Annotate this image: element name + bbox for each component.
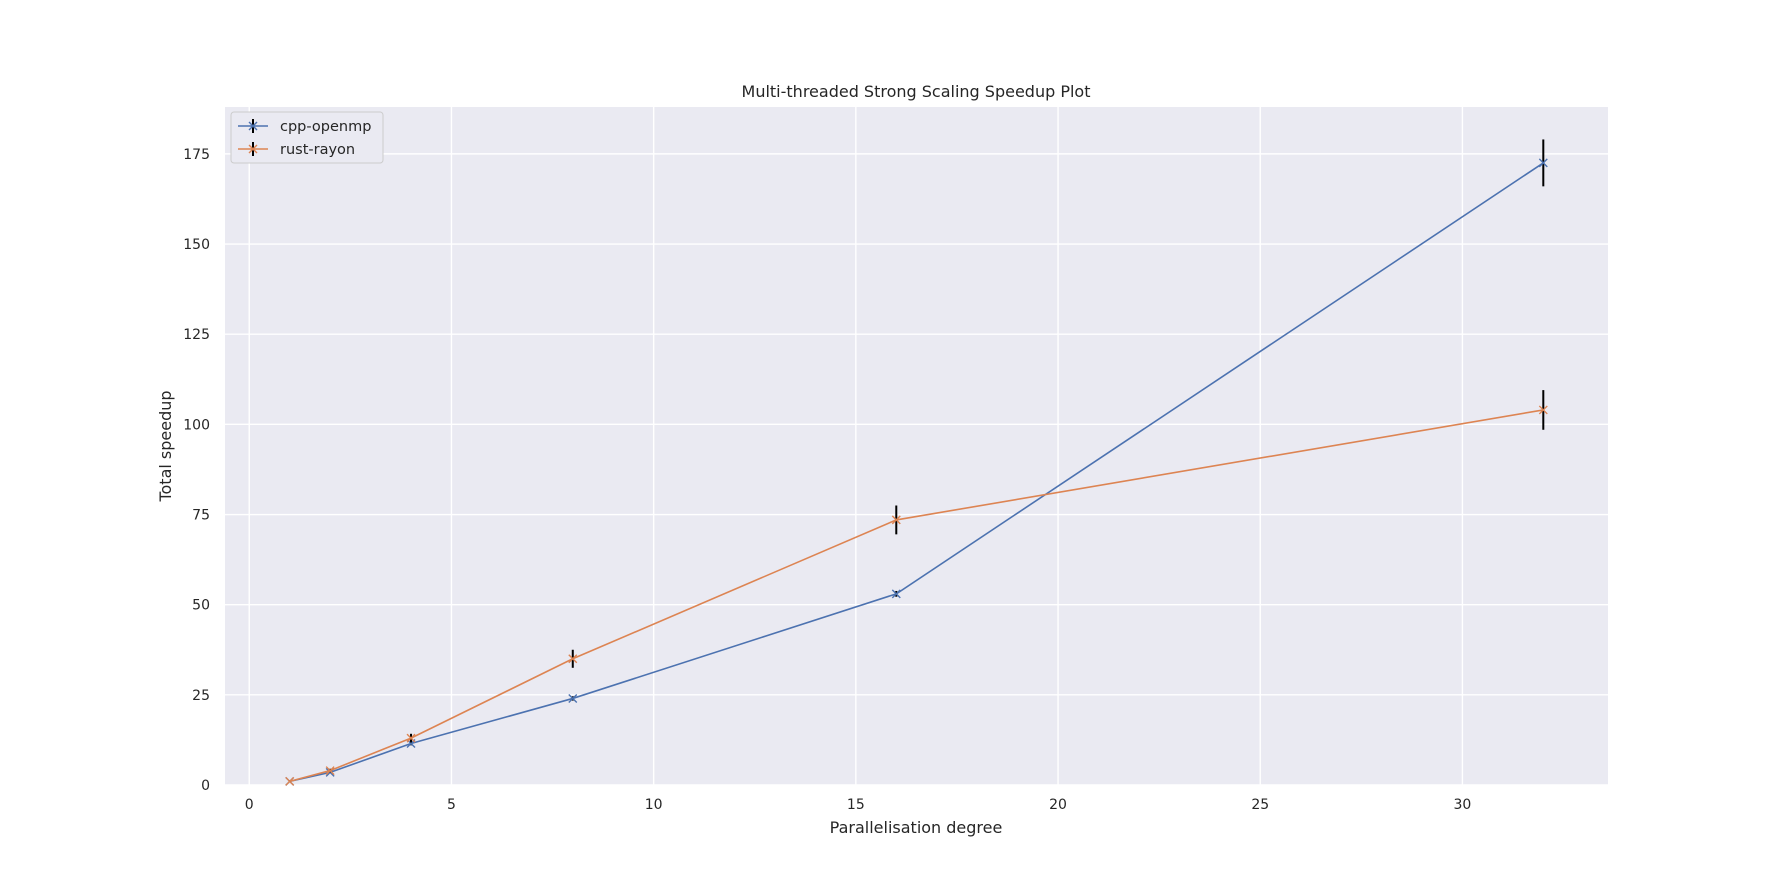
- marker-stroke: [891, 589, 901, 599]
- x-ticks: 0 5 10 15 20 25 30: [245, 797, 1472, 813]
- y-tick-label: 75: [192, 508, 210, 524]
- y-tick-label: 25: [192, 688, 210, 704]
- y-tick-label: 150: [183, 237, 210, 253]
- legend-marker: [248, 144, 258, 154]
- chart-title: Multi-threaded Strong Scaling Speedup Pl…: [742, 82, 1091, 101]
- y-axis-label: Total speedup: [156, 390, 175, 502]
- legend-box: [230, 111, 384, 164]
- x-tick-label: 30: [1454, 797, 1472, 813]
- marker-stroke: [1538, 158, 1548, 168]
- data-point: [1538, 405, 1548, 415]
- series-line: [289, 409, 1544, 783]
- data-point: [891, 515, 901, 525]
- data-point: [285, 776, 295, 786]
- marker-stroke: [568, 693, 578, 703]
- marker-stroke: [325, 766, 335, 776]
- legend-item: rust-rayon: [238, 142, 355, 158]
- data-point: [891, 589, 901, 599]
- legend-marker: [248, 121, 258, 131]
- legend-item: cpp-openmp: [238, 119, 371, 135]
- series-layer: [285, 139, 1548, 786]
- x-tick-label: 20: [1049, 797, 1067, 813]
- legend-label: cpp-openmp: [280, 119, 371, 135]
- grid: [225, 107, 1608, 786]
- x-tick-label: 0: [245, 797, 254, 813]
- marker-stroke: [568, 654, 578, 664]
- data-point: [568, 693, 578, 703]
- y-ticks: 0 25 50 75 100 125 150 175: [183, 147, 210, 794]
- marker-stroke: [891, 515, 901, 525]
- marker-stroke: [285, 776, 295, 786]
- data-point: [568, 654, 578, 664]
- plot-area: [225, 107, 1608, 785]
- data-point: [406, 733, 416, 743]
- x-tick-label: 15: [847, 797, 865, 813]
- x-axis-label: Parallelisation degree: [830, 818, 1003, 837]
- legend-label: rust-rayon: [280, 142, 355, 158]
- legend: cpp-openmp rust-rayon: [230, 111, 384, 164]
- marker-stroke: [406, 733, 416, 743]
- y-tick-label: 125: [183, 327, 210, 343]
- y-tick-label: 175: [183, 147, 210, 163]
- y-tick-label: 50: [192, 598, 210, 614]
- marker-stroke: [1538, 405, 1548, 415]
- x-tick-label: 5: [447, 797, 456, 813]
- series-rust-rayon: [285, 390, 1548, 786]
- y-tick-label: 0: [201, 778, 210, 794]
- y-tick-label: 100: [183, 417, 210, 433]
- x-tick-label: 25: [1251, 797, 1269, 813]
- series-line: [289, 162, 1544, 783]
- x-tick-label: 10: [645, 797, 663, 813]
- data-point: [1538, 158, 1548, 168]
- data-point: [325, 766, 335, 776]
